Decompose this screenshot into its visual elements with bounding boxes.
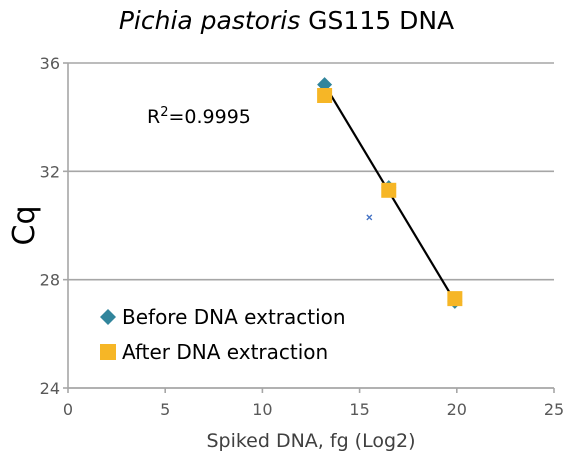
series-2-point-0	[366, 214, 373, 221]
y-tick-label-3: 36	[40, 54, 60, 73]
legend: Before DNA extraction After DNA extractio…	[100, 305, 346, 364]
chart-title-italic: Pichia pastoris	[118, 6, 301, 35]
x-tick-label-3: 15	[349, 400, 369, 419]
x-tick-label-5: 25	[544, 400, 564, 419]
legend-label-0: Before DNA extraction	[122, 305, 346, 329]
y-axis-title: Cq	[7, 206, 42, 246]
series-1-point-0	[317, 88, 333, 103]
axes: 24 28 32 36 0 5 10 15 20 25	[40, 54, 565, 419]
x-axis-title: Spiked DNA, fg (Log2)	[206, 430, 415, 452]
legend-marker-0	[100, 309, 116, 325]
legend-label-1: After DNA extraction	[122, 340, 328, 364]
x-tick-label-2: 10	[252, 400, 272, 419]
chart-title-rest: GS115 DNA	[300, 6, 455, 35]
chart-title: Pichia pastoris GS115 DNA	[0, 6, 573, 35]
x-tick-label-4: 20	[447, 400, 467, 419]
data-marks	[317, 77, 463, 309]
y-tick-label-0: 24	[40, 379, 60, 398]
x-tick-label-1: 5	[160, 400, 170, 419]
series-1-point-1	[381, 182, 397, 198]
axis-labels: Spiked DNA, fg (Log2) Cq R2=0.9995	[7, 105, 416, 452]
x-tick-label-0: 0	[63, 400, 73, 419]
legend-marker-1	[100, 344, 116, 360]
y-tick-label-1: 28	[40, 271, 60, 290]
y-tick-label-2: 32	[40, 162, 60, 181]
r-squared-annotation: R2=0.9995	[147, 105, 251, 128]
series-1-point-2	[447, 291, 463, 307]
